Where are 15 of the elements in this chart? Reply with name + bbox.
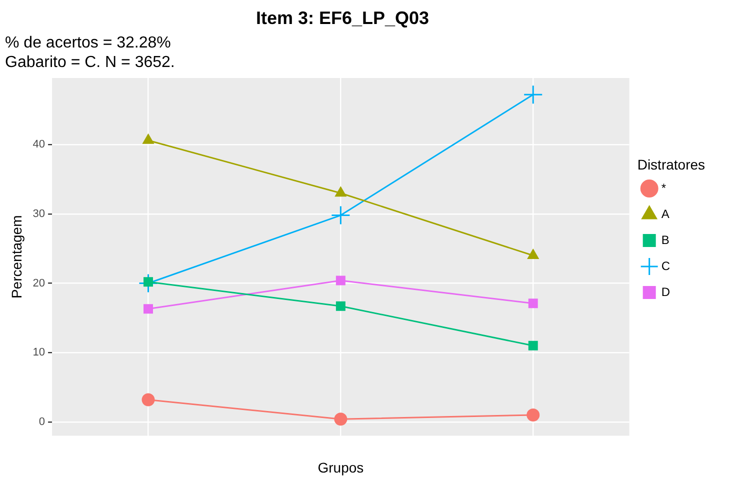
y-tick-label: 10 [32, 346, 46, 359]
y-tick-label: 40 [32, 138, 46, 151]
x-axis-title: Grupos [318, 459, 364, 476]
y-tick-label: 0 [38, 416, 46, 428]
legend-label: A [661, 206, 670, 221]
legend-title: Distratores [637, 156, 706, 172]
legend-label: * [661, 180, 666, 195]
legend-label: C [661, 258, 670, 273]
chart-title: Item 3: EF6_LP_Q03 [256, 8, 430, 28]
chart-subtitle: % de acertos = 32.28% Gabarito = C. N = 3652. [5, 34, 175, 71]
y-tick-label: 30 [32, 208, 46, 220]
y-tick-label: 20 [32, 277, 46, 290]
y-axis-title: Percentagem [8, 215, 24, 299]
legend-label: B [661, 232, 670, 247]
legend-label: D [661, 284, 670, 299]
